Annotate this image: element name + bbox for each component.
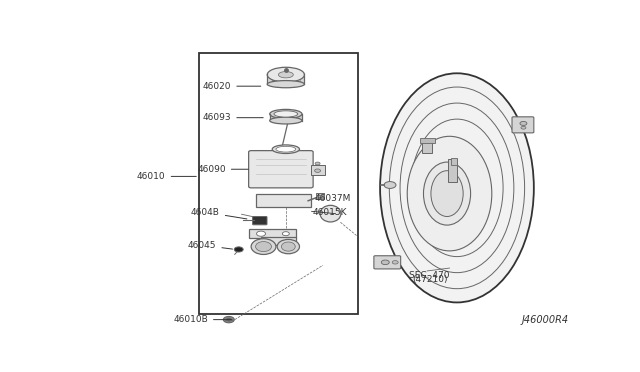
Text: 46010B: 46010B	[173, 315, 232, 324]
Circle shape	[384, 182, 396, 189]
Ellipse shape	[282, 242, 295, 251]
Bar	[316, 193, 324, 199]
Circle shape	[521, 126, 526, 129]
Text: 46010: 46010	[137, 172, 196, 181]
Circle shape	[315, 169, 321, 172]
Text: 46045: 46045	[188, 241, 232, 250]
Circle shape	[315, 162, 320, 165]
Text: (47210): (47210)	[412, 275, 447, 284]
Circle shape	[282, 232, 289, 236]
Ellipse shape	[274, 111, 298, 117]
Ellipse shape	[269, 117, 302, 124]
Bar	[420, 138, 435, 144]
Circle shape	[223, 317, 234, 323]
Bar	[256, 194, 310, 207]
Ellipse shape	[424, 162, 470, 225]
Circle shape	[381, 260, 389, 264]
Ellipse shape	[407, 136, 492, 251]
FancyBboxPatch shape	[374, 256, 401, 269]
Text: 46093: 46093	[203, 113, 263, 122]
Circle shape	[257, 231, 266, 236]
FancyBboxPatch shape	[249, 151, 313, 188]
Ellipse shape	[268, 81, 305, 88]
Ellipse shape	[276, 146, 296, 152]
Ellipse shape	[380, 73, 534, 302]
Ellipse shape	[269, 109, 302, 119]
Bar	[268, 73, 305, 84]
Bar	[448, 159, 457, 182]
Ellipse shape	[251, 239, 276, 254]
Circle shape	[392, 261, 398, 264]
Bar	[261, 237, 296, 245]
Text: 46020: 46020	[203, 82, 260, 91]
Ellipse shape	[278, 71, 293, 78]
Circle shape	[227, 318, 231, 321]
Text: SEC. 470: SEC. 470	[410, 270, 450, 279]
Text: J46000R4: J46000R4	[522, 315, 568, 326]
FancyBboxPatch shape	[253, 217, 267, 225]
Ellipse shape	[255, 241, 271, 251]
Ellipse shape	[268, 67, 305, 82]
Bar	[199, 53, 358, 314]
Ellipse shape	[277, 240, 300, 254]
Ellipse shape	[320, 205, 341, 222]
Bar	[451, 158, 457, 165]
Text: 46090: 46090	[197, 165, 248, 174]
Bar	[422, 142, 432, 154]
Text: 46037M: 46037M	[314, 194, 351, 203]
Text: 46015K: 46015K	[312, 208, 347, 217]
Ellipse shape	[272, 145, 300, 154]
Bar	[310, 165, 324, 175]
Circle shape	[520, 121, 527, 125]
Bar	[249, 230, 296, 238]
Ellipse shape	[431, 171, 463, 217]
Bar	[269, 113, 302, 121]
FancyBboxPatch shape	[512, 117, 534, 133]
Circle shape	[234, 247, 243, 252]
Text: 4604B: 4604B	[191, 208, 247, 219]
